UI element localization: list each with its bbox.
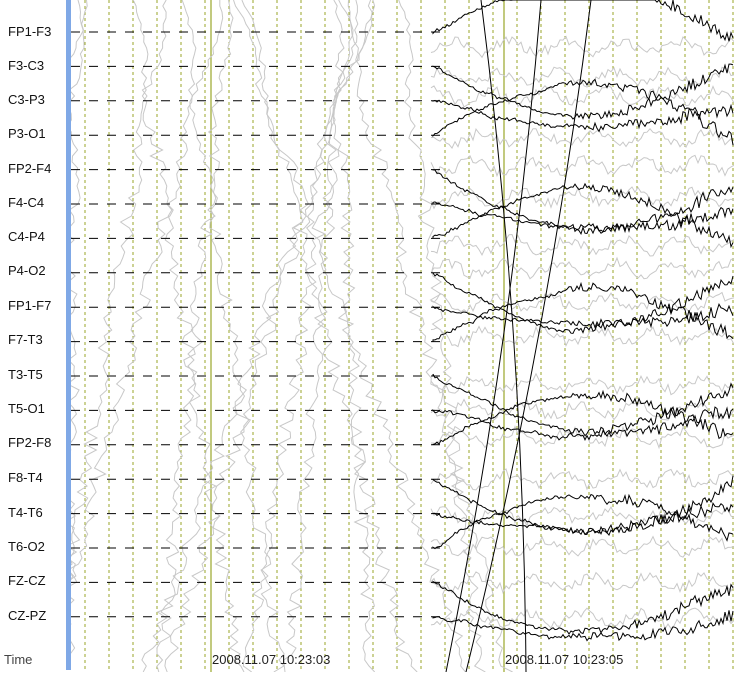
active-trace [432,610,734,642]
history-trace [141,0,376,672]
channel-label: F3-C3 [8,58,45,73]
history-trace [132,0,245,672]
channel-label: P4-O2 [8,263,46,278]
history-trace [430,186,734,210]
active-trace [432,281,734,342]
history-trace [181,0,285,672]
active-traces [432,0,734,672]
time-gridlines [84,0,734,672]
history-trace [430,291,734,314]
active-trace [432,389,734,445]
history-trace [430,85,734,108]
sweep-trace [465,0,592,672]
active-trace [432,99,734,133]
sweep-trace [480,0,527,672]
history-trace [233,0,466,672]
channel-label: FP1-F7 [8,298,52,313]
timestamp-label: 2008.11.07 10:23:03 [212,652,331,667]
history-trace [430,256,734,280]
channel-label: FZ-CZ [8,573,46,588]
active-trace [432,373,734,437]
history-trace [431,127,734,150]
history-trace [430,535,734,558]
sweep-trace [445,0,542,672]
history-trace [430,233,734,257]
history-trace [430,66,734,88]
history-trace [430,154,734,178]
history-trace [241,0,418,672]
active-trace [432,475,734,536]
channel-label: T5-O1 [8,401,45,416]
history-trace [156,0,234,672]
history-trace [430,607,734,631]
channel-label: T4-T6 [8,505,43,520]
history-trace [430,468,734,491]
active-trace [432,182,734,249]
channel-label: C4-P4 [8,229,45,244]
history-trace [430,35,734,59]
history-trace [71,0,224,586]
active-trace [432,493,734,550]
channel-label: F7-T3 [8,332,43,347]
active-trace [432,0,734,42]
channel-baselines [71,31,443,618]
history-trace [430,504,734,528]
active-trace [432,580,734,635]
channel-label: P3-O1 [8,126,46,141]
history-trace [430,425,734,450]
history-trace [398,0,486,672]
channel-label-column: FP1-F3 F3-C3 C3-P3 P3-O1 FP2-F4 F4-C4 C4… [0,0,66,681]
channel-label: T3-T5 [8,367,43,382]
history-trace [71,0,167,580]
active-trace [432,502,734,536]
channel-label: F8-T4 [8,470,43,485]
history-trace [430,571,734,595]
history-trace [164,0,373,672]
channel-label: C3-P3 [8,92,45,107]
channel-label: F4-C4 [8,195,45,210]
history-trace [71,0,85,654]
history-trace [338,0,513,672]
time-axis-label: Time [4,652,33,667]
vertical-scrollbar[interactable] [66,0,71,670]
timestamp-label: 2008.11.07 10:23:05 [505,652,624,667]
history-trace [430,325,734,348]
active-trace [432,169,734,235]
active-trace [432,201,734,234]
history-trace [332,0,376,672]
active-trace [432,302,734,329]
history-traces [71,0,734,672]
channel-label: FP2-F8 [8,435,52,450]
active-trace [432,63,734,120]
history-trace [430,372,734,396]
channel-label: T6-O2 [8,539,45,554]
history-trace [430,398,734,421]
waveform-plot[interactable] [71,0,734,672]
channel-label: CZ-PZ [8,608,47,623]
active-trace [432,78,734,146]
channel-label: FP1-F3 [8,24,52,39]
channel-label: FP2-F4 [8,161,52,176]
